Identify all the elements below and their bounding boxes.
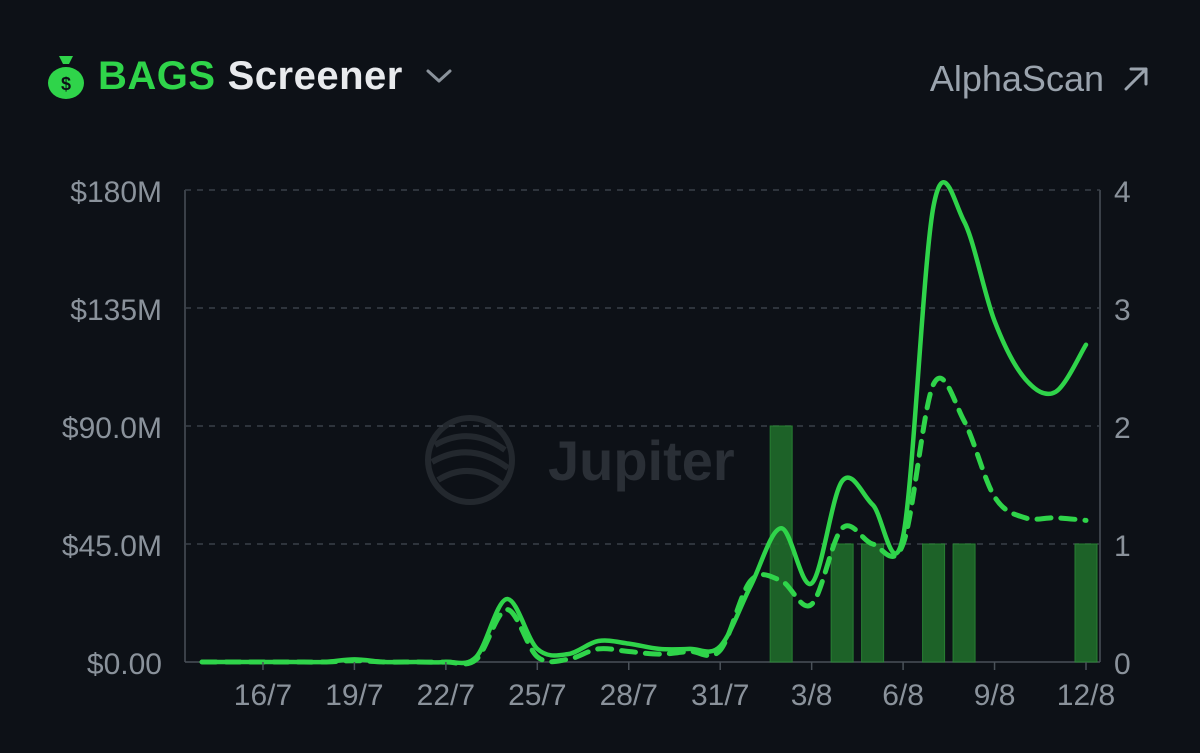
chevron-down-icon[interactable] [425,66,453,86]
arrow-up-right-icon [1124,67,1148,91]
x-tick-label: 16/7 [234,679,292,712]
y-left-tick-label: $135M [70,294,162,327]
x-tick-label: 19/7 [325,679,383,712]
x-tick-label: 12/8 [1057,679,1115,712]
x-tick-label: 22/7 [417,679,475,712]
y-left-tick-label: $0.00 [87,648,162,681]
x-tick-label: 25/7 [508,679,566,712]
title-label: Screener [227,53,403,98]
count-bar [861,543,885,663]
x-tick-label: 31/7 [691,679,749,712]
x-tick-label: 3/8 [791,679,833,712]
x-tick-label: 28/7 [600,679,658,712]
count-bar [1074,543,1098,663]
y-right-tick-label: 1 [1114,530,1131,563]
dashed-series-line [199,375,1089,667]
count-bar [952,543,976,663]
y-right-tick-label: 3 [1114,294,1131,327]
y-right-tick-label: 2 [1114,412,1131,445]
money-bag-icon: $ [48,56,84,99]
y-left-tick-label: $45.0M [62,530,162,563]
alphascan-link[interactable]: AlphaScan [930,58,1150,100]
screener-selector[interactable]: $ BAGS Screener [46,52,453,100]
svg-text:$: $ [61,74,71,94]
y-left-tick-label: $90.0M [62,412,162,445]
solid-series-line [199,179,1089,666]
count-bar [922,543,946,663]
watermark-text: Jupiter [548,429,735,492]
brand-label: BAGS [98,53,216,98]
y-left-tick-label: $180M [70,176,162,209]
watermark: Jupiter [425,415,735,505]
x-tick-label: 9/8 [974,679,1016,712]
count-bar [830,543,854,663]
y-right-tick-label: 4 [1114,176,1131,209]
y-right-tick-label: 0 [1114,648,1131,681]
alphascan-label: AlphaScan [929,58,1104,99]
page-title: BAGS Screener [98,54,403,99]
header: $ BAGS Screener AlphaScan [0,0,1200,160]
x-tick-label: 6/8 [882,679,924,712]
jupiter-logo-icon [425,415,515,505]
